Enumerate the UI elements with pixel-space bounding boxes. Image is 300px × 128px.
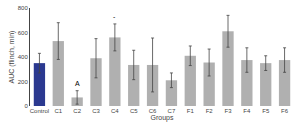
svg-text:Groups: Groups	[151, 114, 174, 122]
svg-text:F5: F5	[262, 108, 270, 114]
svg-text:C4: C4	[111, 108, 119, 114]
svg-text:-: -	[113, 13, 116, 20]
svg-text:F4: F4	[243, 108, 251, 114]
svg-text:800: 800	[18, 5, 29, 11]
svg-text:Control: Control	[30, 108, 49, 114]
svg-text:C2: C2	[73, 108, 81, 114]
svg-text:C1: C1	[54, 108, 62, 114]
svg-text:AUC (flinch, min): AUC (flinch, min)	[8, 31, 16, 84]
svg-text:0: 0	[24, 103, 28, 109]
svg-text:F2: F2	[206, 108, 214, 114]
svg-text:600: 600	[18, 30, 29, 36]
svg-text:F1: F1	[187, 108, 195, 114]
svg-text:200: 200	[18, 79, 29, 85]
svg-text:C3: C3	[92, 108, 100, 114]
svg-text:400: 400	[18, 54, 29, 60]
svg-text:A: A	[75, 80, 80, 87]
svg-text:C6: C6	[149, 108, 157, 114]
svg-text:C5: C5	[130, 108, 138, 114]
svg-text:F6: F6	[281, 108, 289, 114]
svg-text:C7: C7	[168, 108, 176, 114]
svg-text:F3: F3	[224, 108, 232, 114]
